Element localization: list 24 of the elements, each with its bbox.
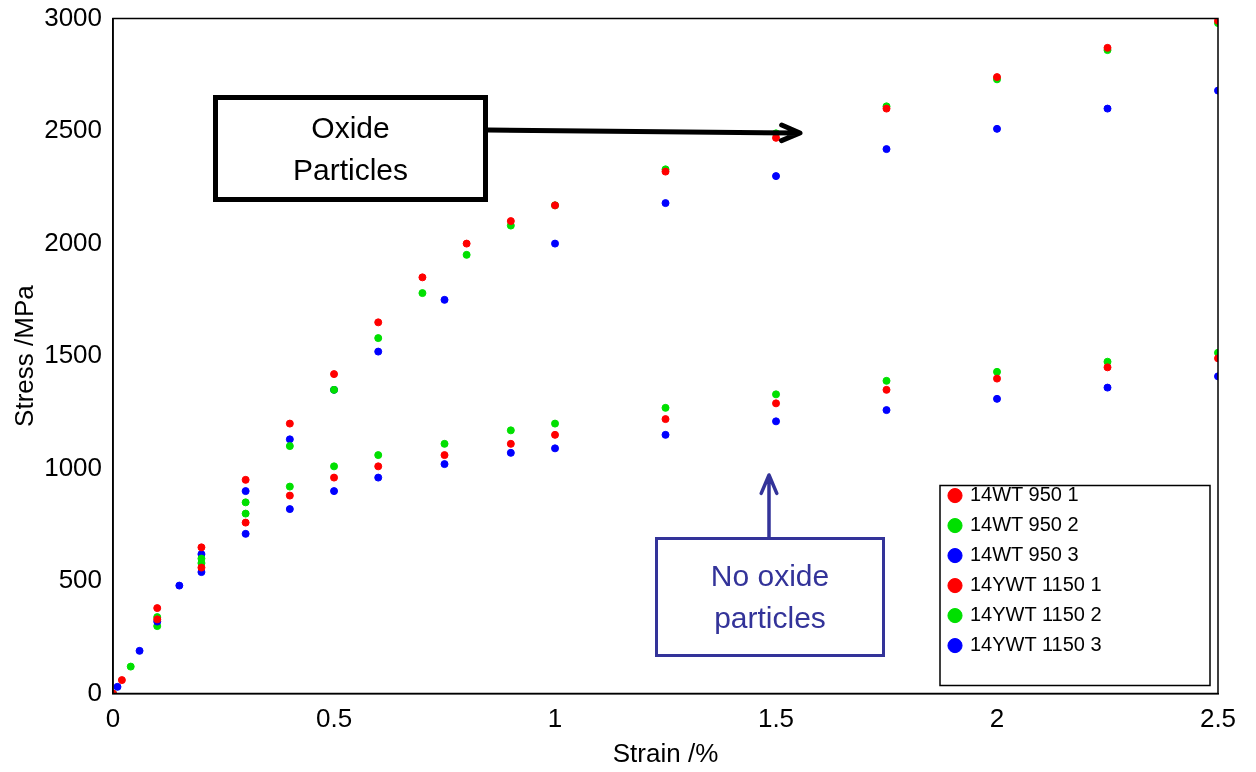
y-tick-label: 1500: [44, 339, 103, 370]
y-tick-label: 3000: [44, 1, 103, 32]
legend-label: 14YWT 1150 1: [970, 573, 1102, 596]
x-tick-label: 2.5: [1199, 703, 1237, 734]
text-box: Oxide Particles: [213, 95, 488, 202]
x-tick-label: 2: [989, 703, 1005, 734]
y-tick-label: 2500: [44, 114, 103, 145]
annotation: Oxide Particles: [291, 109, 409, 188]
annotation: No oxide particles: [709, 558, 831, 636]
y-axis-title: Stress /MPa: [8, 284, 39, 427]
legend-label: 14WT 950 3: [970, 543, 1079, 566]
text-box: No oxide particles: [655, 537, 885, 657]
y-tick-label: 500: [58, 564, 103, 595]
legend-label: 14YWT 1150 2: [970, 603, 1102, 626]
legend-label: 14WT 950 2: [970, 513, 1079, 536]
x-tick-label: 0.5: [315, 703, 353, 734]
x-axis-title: Strain /%: [612, 737, 719, 768]
y-tick-label: 2000: [44, 226, 103, 257]
legend-label: 14YWT 1150 3: [970, 633, 1102, 656]
legend-label: 14WT 950 1: [970, 483, 1079, 506]
y-tick-label: 0: [87, 676, 103, 707]
x-tick-label: 1.5: [757, 703, 795, 734]
y-tick-label: 1000: [44, 451, 103, 482]
x-tick-label: 1: [547, 703, 563, 734]
